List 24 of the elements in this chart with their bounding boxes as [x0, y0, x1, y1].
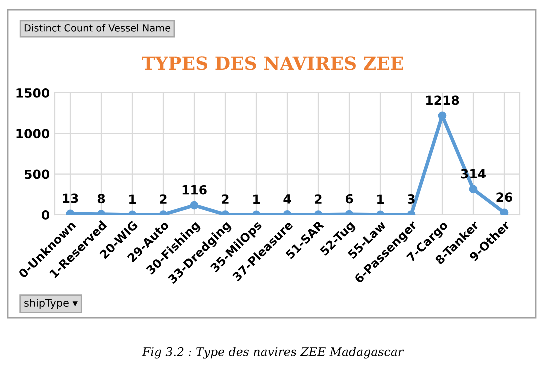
data-label: 13 [63, 194, 78, 204]
point [469, 185, 478, 194]
data-label: 8 [98, 194, 106, 204]
data-label: 116 [182, 185, 207, 195]
data-label: 2 [222, 194, 229, 204]
text: Distinct Count of Vessel Name [24, 24, 171, 32]
data-label: 1 [378, 194, 384, 204]
y-tick-label: 0 [42, 210, 50, 220]
point [500, 208, 509, 215]
caption: Fig 3.2 : Type des navires ZEE Madagascar [142, 347, 404, 359]
data-label: 1 [254, 194, 260, 204]
text: shipType ▾ [24, 298, 78, 310]
chart-title: TYPES DES NAVIRES ZEE [142, 56, 404, 70]
y-tick-label: 500 [25, 170, 50, 180]
data-label: 2 [315, 194, 322, 204]
data-label: 1218 [426, 96, 460, 106]
y-tick-label: 1000 [16, 129, 50, 139]
data-label: 2 [160, 194, 167, 204]
data-label: 1 [130, 194, 136, 204]
y-tick-label: 1500 [16, 88, 50, 98]
data-label: 26 [496, 192, 513, 202]
data-label: 3 [408, 194, 415, 204]
data-label: 6 [346, 194, 354, 204]
data-label: 4 [284, 194, 292, 204]
